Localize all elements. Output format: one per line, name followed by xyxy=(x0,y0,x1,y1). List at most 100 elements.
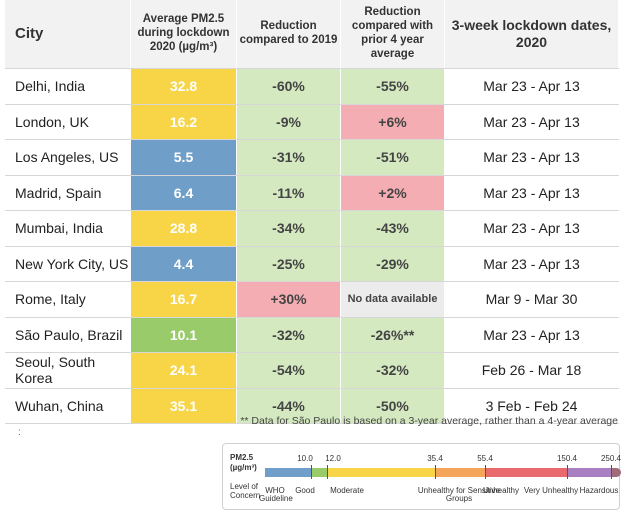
legend-segment xyxy=(435,468,485,477)
reduction-2019-cell: -44% xyxy=(237,388,341,423)
legend-threshold-label: 150.4 xyxy=(556,454,578,463)
reduction-4yr-cell: -43% xyxy=(341,211,445,246)
pm25-cell: 6.4 xyxy=(131,175,237,210)
reduction-4yr-cell: -32% xyxy=(341,353,445,388)
lockdown-dates-cell: Mar 23 - Apr 13 xyxy=(445,317,619,352)
table-row: Madrid, Spain 6.4 -11% +2% Mar 23 - Apr 13 xyxy=(5,175,619,211)
reduction-4yr-cell: -50% xyxy=(341,388,445,423)
reduction-4yr-cell: +6% xyxy=(341,104,445,139)
pm25-cell: 24.1 xyxy=(131,353,237,388)
lockdown-dates-cell: 3 Feb - Feb 24 xyxy=(445,388,619,423)
footnote: ** Data for São Paulo is based on a 3-ye… xyxy=(240,415,618,427)
legend-category-label: Good xyxy=(295,486,315,495)
pm25-cell: 10.1 xyxy=(131,317,237,352)
reduction-2019-cell: -32% xyxy=(237,317,341,352)
legend-unit-label: (µg/m³) xyxy=(230,463,257,472)
legend-concern-label: Level of Concern xyxy=(230,482,261,500)
legend-category-label: Moderate xyxy=(330,486,364,495)
pm25-cell: 4.4 xyxy=(131,246,237,281)
legend-threshold-tick xyxy=(327,465,328,479)
dots-mark: : xyxy=(18,427,21,438)
legend-segment xyxy=(485,468,567,477)
pm25-cell: 32.8 xyxy=(131,69,237,104)
lockdown-dates-cell: Mar 23 - Apr 13 xyxy=(445,69,619,104)
legend-threshold-label: 10.0 xyxy=(297,454,313,463)
lockdown-dates-cell: Feb 26 - Mar 18 xyxy=(445,353,619,388)
city-cell: Rome, Italy xyxy=(5,282,131,317)
city-cell: New York City, US xyxy=(5,246,131,281)
reduction-4yr-cell: -29% xyxy=(341,246,445,281)
reduction-2019-cell: -54% xyxy=(237,353,341,388)
legend-threshold-tick xyxy=(435,465,436,479)
reduction-2019-cell: -34% xyxy=(237,211,341,246)
reduction-2019-cell: -31% xyxy=(237,140,341,175)
city-cell: Seoul, South Korea xyxy=(5,353,131,388)
table-body: Delhi, India 32.8 -60% -55% Mar 23 - Apr 13 L… xyxy=(5,69,619,424)
lockdown-dates-cell: Mar 23 - Apr 13 xyxy=(445,140,619,175)
legend-threshold-label: 250.4 xyxy=(600,454,622,463)
level-of-concern-legend: PM2.5 (µg/m³) Level of Concern 10.0 12.0 3… xyxy=(222,443,622,510)
legend-segment xyxy=(311,468,327,477)
legend-segment xyxy=(567,468,611,477)
legend-threshold-label: 55.4 xyxy=(477,454,493,463)
legend-threshold-label: 35.4 xyxy=(427,454,443,463)
reduction-4yr-cell: +2% xyxy=(341,175,445,210)
reduction-4yr-cell: No data available xyxy=(341,282,445,317)
legend-threshold-label: 12.0 xyxy=(325,454,341,463)
pm25-cell: 5.5 xyxy=(131,140,237,175)
table-row: New York City, US 4.4 -25% -29% Mar 23 - Apr… xyxy=(5,246,619,282)
legend-threshold-tick xyxy=(611,465,612,479)
table-header-row: City Average PM2.5 during lockdown 2020 … xyxy=(5,0,619,69)
pm25-lockdown-table: City Average PM2.5 during lockdown 2020 … xyxy=(5,0,619,424)
table-row: Wuhan, China 35.1 -44% -50% 3 Feb - Feb 24 xyxy=(5,388,619,424)
table-row: London, UK 16.2 -9% +6% Mar 23 - Apr 13 xyxy=(5,104,619,140)
legend-threshold-tick xyxy=(311,465,312,479)
legend-threshold-tick xyxy=(567,465,568,479)
lockdown-dates-cell: Mar 23 - Apr 13 xyxy=(445,246,619,281)
legend-category-label: Unhealthy for Sensitive Groups xyxy=(417,486,501,504)
city-cell: São Paulo, Brazil xyxy=(5,317,131,352)
pm25-cell: 16.2 xyxy=(131,104,237,139)
reduction-2019-cell: -11% xyxy=(237,175,341,210)
city-cell: Mumbai, India xyxy=(5,211,131,246)
table-row: Rome, Italy 16.7 +30% No data available Mar … xyxy=(5,282,619,318)
header-reduction-2019: Reduction compared to 2019 xyxy=(237,0,341,68)
legend-segment xyxy=(611,468,621,477)
lockdown-dates-cell: Mar 23 - Apr 13 xyxy=(445,104,619,139)
lockdown-dates-cell: Mar 9 - Mar 30 xyxy=(445,282,619,317)
legend-category-label: Hazardous xyxy=(579,486,619,495)
reduction-2019-cell: -9% xyxy=(237,104,341,139)
legend-threshold-tick xyxy=(485,465,486,479)
city-cell: Los Angeles, US xyxy=(5,140,131,175)
city-cell: Delhi, India xyxy=(5,69,131,104)
legend-pm-label: PM2.5 xyxy=(230,453,254,462)
reduction-2019-cell: -25% xyxy=(237,246,341,281)
pm25-cell: 16.7 xyxy=(131,282,237,317)
table-row: Delhi, India 32.8 -60% -55% Mar 23 - Apr 13 xyxy=(5,69,619,105)
pm25-cell: 35.1 xyxy=(131,388,237,423)
city-cell: Wuhan, China xyxy=(5,388,131,423)
reduction-4yr-cell: -55% xyxy=(341,69,445,104)
legend-segment xyxy=(265,468,311,477)
lockdown-dates-cell: Mar 23 - Apr 13 xyxy=(445,175,619,210)
table-row: Seoul, South Korea 24.1 -54% -32% Feb 26 - M… xyxy=(5,353,619,389)
header-reduction-4yr: Reduction compared with prior 4 year ave… xyxy=(341,0,445,68)
legend-category-label: Very Unhealthy xyxy=(523,486,579,495)
table-row: Los Angeles, US 5.5 -31% -51% Mar 23 - Apr 1… xyxy=(5,140,619,176)
pm25-cell: 28.8 xyxy=(131,211,237,246)
reduction-4yr-cell: -26%** xyxy=(341,317,445,352)
lockdown-dates-cell: Mar 23 - Apr 13 xyxy=(445,211,619,246)
header-lockdown-dates: 3-week lockdown dates, 2020 xyxy=(445,0,619,68)
city-cell: London, UK xyxy=(5,104,131,139)
legend-category-label: Unhealthy xyxy=(482,486,520,495)
city-cell: Madrid, Spain xyxy=(5,175,131,210)
reduction-2019-cell: +30% xyxy=(237,282,341,317)
reduction-2019-cell: -60% xyxy=(237,69,341,104)
legend-segment xyxy=(327,468,435,477)
header-city: City xyxy=(5,0,131,68)
table-row: Mumbai, India 28.8 -34% -43% Mar 23 - Apr 13 xyxy=(5,211,619,247)
table-row: São Paulo, Brazil 10.1 -32% -26%** Mar 23 - … xyxy=(5,317,619,353)
reduction-4yr-cell: -51% xyxy=(341,140,445,175)
legend-category-label: WHO Guideline xyxy=(259,486,293,504)
header-average-pm25: Average PM2.5 during lockdown 2020 (µg/m… xyxy=(131,0,237,68)
